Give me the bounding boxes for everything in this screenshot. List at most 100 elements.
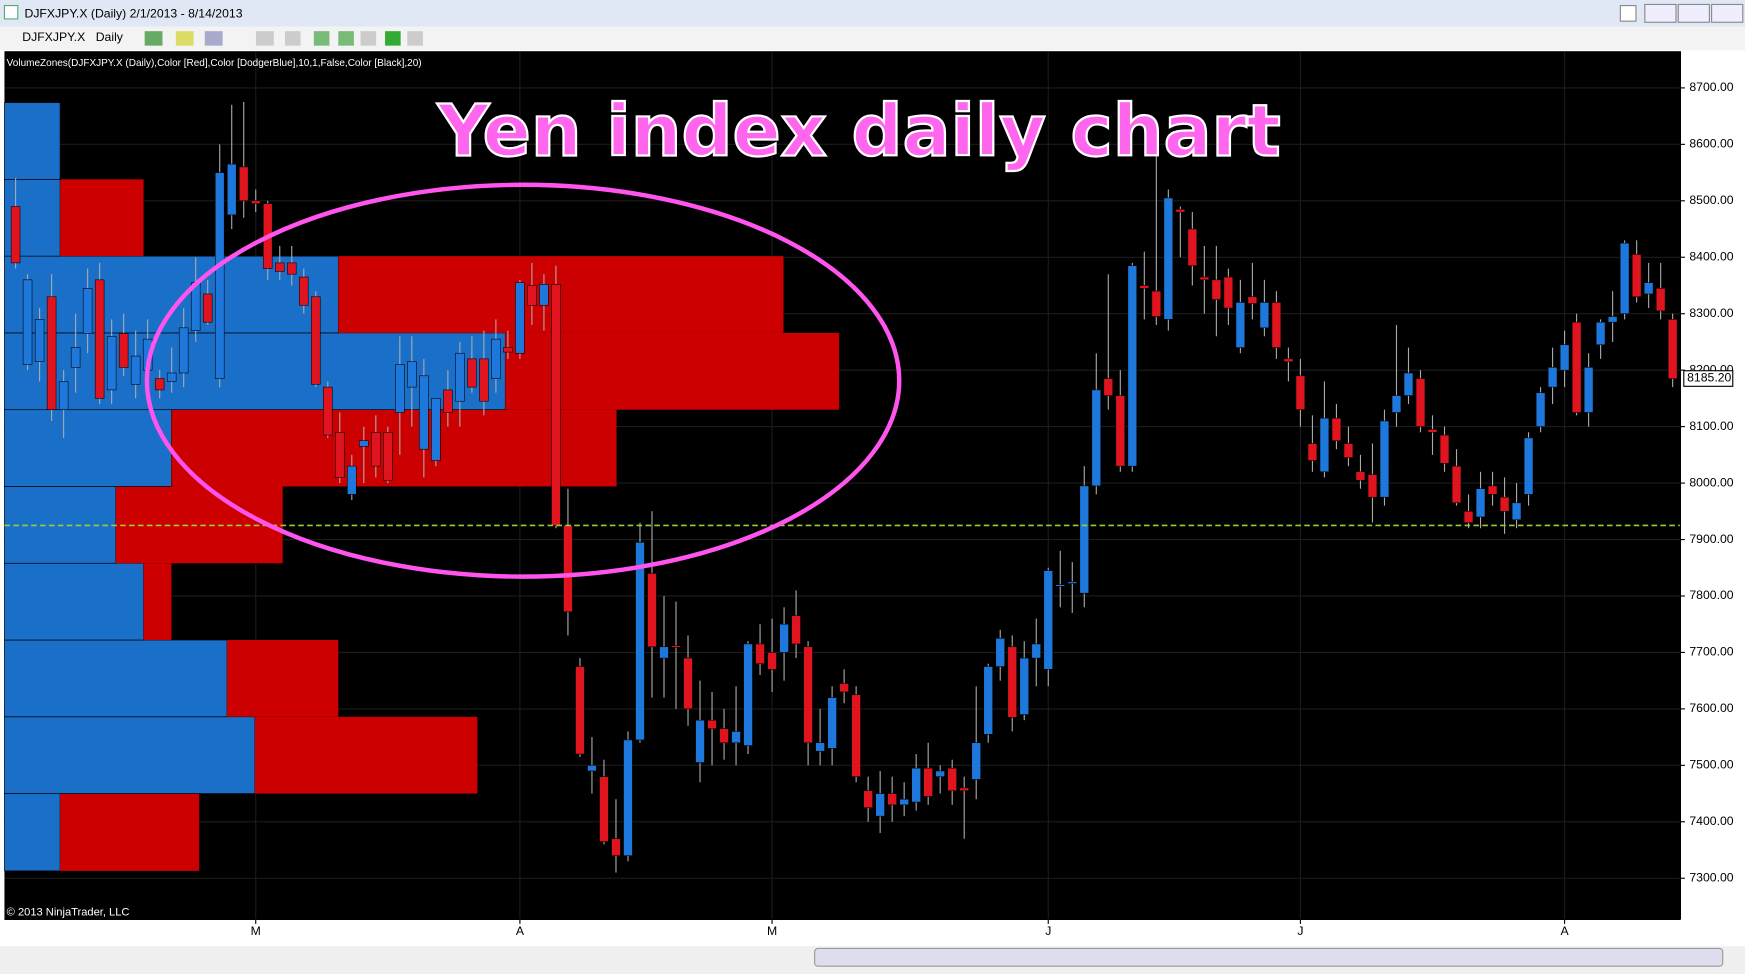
properties-button[interactable] — [360, 31, 377, 46]
candle-body — [1067, 581, 1078, 584]
interval-selector[interactable]: Daily — [96, 30, 124, 44]
candle-body — [1259, 302, 1270, 329]
candle-body — [1379, 420, 1390, 498]
axes: 7300.00 7400.00 7500.00 7600.00 7700.00 7800.… — [251, 80, 1734, 938]
candle-body — [455, 352, 465, 402]
close-button[interactable] — [1711, 3, 1744, 23]
candle-body — [1343, 443, 1354, 458]
indicator-button[interactable] — [313, 31, 330, 46]
down-volume-zone — [254, 716, 478, 794]
x-tick-label: M — [251, 924, 261, 938]
last-price-box — [1683, 370, 1734, 387]
candle-body — [1331, 417, 1342, 442]
tool-button[interactable] — [204, 31, 223, 46]
candle-body — [995, 638, 1005, 667]
candle-body — [959, 787, 969, 792]
candle-body — [1391, 395, 1402, 413]
candle-body — [10, 206, 21, 264]
candle-body — [1127, 265, 1138, 467]
y-tick-label: 7300.00 — [1689, 870, 1733, 884]
order-button[interactable] — [385, 31, 401, 46]
candle-body — [202, 293, 213, 323]
y-tick-label: 7700.00 — [1689, 645, 1733, 659]
candle-body — [178, 327, 189, 374]
candle-body — [251, 200, 261, 204]
candle-body — [22, 279, 33, 365]
candle-body — [214, 172, 225, 379]
candle-body — [1223, 276, 1234, 309]
candle-body — [419, 375, 429, 450]
candle-body — [1667, 319, 1678, 379]
candle-body — [347, 465, 357, 495]
x-axis — [0, 919, 1745, 947]
y-tick-label: 8100.00 — [1689, 419, 1733, 433]
candle-body — [815, 742, 825, 752]
candle-body — [827, 697, 837, 749]
candle-body — [1319, 417, 1330, 473]
candle-body — [58, 381, 69, 410]
candle-body — [1655, 288, 1666, 312]
up-volume-zone — [4, 102, 61, 180]
minimize-button[interactable] — [1644, 3, 1677, 23]
draw-tool-button[interactable] — [175, 31, 194, 46]
candle-body — [851, 694, 861, 777]
up-volume-zone — [4, 332, 506, 411]
candle-body — [1547, 367, 1558, 388]
candle-body — [1091, 389, 1102, 487]
strategy-button[interactable] — [338, 31, 354, 46]
candle-body — [839, 683, 849, 693]
candle-body — [335, 431, 345, 478]
bar-type-button[interactable] — [144, 31, 163, 46]
candle-body — [1403, 372, 1414, 396]
candle-body — [587, 765, 597, 772]
y-tick-label: 7800.00 — [1689, 588, 1733, 602]
candle-body — [1355, 471, 1366, 481]
title-bar — [0, 0, 1745, 27]
candle-body — [1031, 643, 1041, 659]
y-tick-label: 8400.00 — [1689, 249, 1733, 263]
candle-body — [1019, 657, 1029, 715]
candle-body — [503, 347, 513, 353]
candle-body — [1643, 282, 1654, 295]
link-button[interactable] — [1619, 5, 1637, 22]
candle-body — [287, 262, 297, 275]
y-tick-label: 7500.00 — [1689, 758, 1733, 772]
y-axis — [1680, 51, 1745, 920]
maximize-button[interactable] — [1677, 3, 1710, 23]
candle-body — [166, 372, 177, 382]
up-volume-zone — [4, 716, 256, 794]
x-tick-label: A — [1561, 924, 1570, 938]
candle-body — [226, 163, 237, 216]
candle-body — [1163, 197, 1174, 320]
y-tick-label: 7600.00 — [1689, 701, 1733, 715]
candle-body — [755, 643, 765, 665]
candle-body — [1571, 321, 1582, 413]
candle-body — [1247, 296, 1258, 304]
scroll-thumb[interactable] — [814, 947, 1724, 967]
candle-body — [1607, 316, 1618, 323]
up-volume-zone — [4, 639, 228, 718]
candle-body — [947, 767, 957, 792]
highlight-ellipse — [144, 182, 902, 579]
down-volume-zone — [143, 563, 172, 641]
candle-body — [707, 719, 717, 729]
y-tick-label: 8000.00 — [1689, 475, 1733, 489]
y-tick-label: 7400.00 — [1689, 814, 1733, 828]
candle-body — [803, 646, 813, 744]
candle-body — [479, 358, 489, 402]
candle-body — [359, 440, 369, 447]
candle-body — [467, 358, 477, 388]
candle-body — [767, 652, 777, 670]
zoom-button[interactable] — [284, 31, 301, 46]
candle-body — [1415, 378, 1426, 427]
window-title: DJFXJPY.X (Daily) 2/1/2013 - 8/14/2013 — [24, 7, 242, 21]
candle-body — [1475, 488, 1486, 518]
app-icon — [3, 5, 19, 20]
y-tick-label: 8600.00 — [1689, 137, 1733, 151]
instrument-selector[interactable]: DJFXJPY.X — [22, 30, 85, 44]
candle-body — [46, 296, 57, 410]
cursor-button[interactable] — [255, 31, 274, 46]
candle-body — [371, 431, 381, 467]
data-box-button[interactable] — [407, 31, 423, 46]
